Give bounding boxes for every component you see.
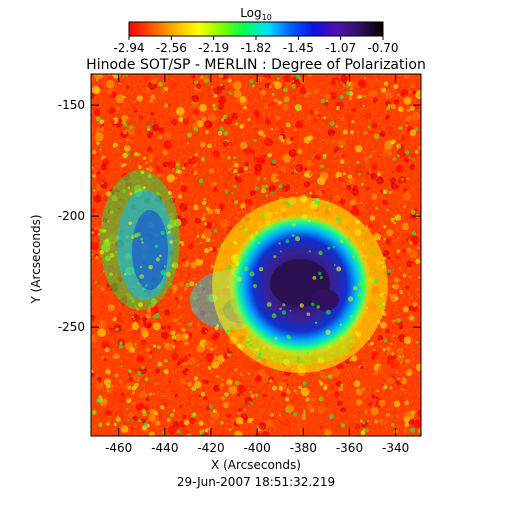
sunspot (212, 197, 388, 373)
x-tick-label: -460 (105, 441, 132, 455)
x-tick-label: -380 (290, 441, 317, 455)
y-tick-label: -200 (58, 209, 85, 223)
colorbar-tick-labels: -2.94 -2.56 -2.19 -1.82 -1.45 -1.07 -0.70 (113, 41, 398, 55)
map-speckle (91, 74, 421, 436)
colorbar-tick-label: -1.07 (325, 41, 356, 55)
colorbar-gradient (128, 21, 384, 37)
y-tick-label: -150 (58, 98, 85, 112)
x-tick-label: -360 (336, 441, 363, 455)
x-tick-label: -340 (382, 441, 409, 455)
y-axis: -150 -200 -250 (58, 98, 421, 334)
x-tick-label: -400 (244, 441, 271, 455)
colorbar-ticks (128, 36, 384, 40)
colorbar-tick-label: -2.56 (156, 41, 187, 55)
x-axis-label: X (Arcseconds) (211, 458, 301, 472)
x-axis: -460 -440 -420 -400 -380 -360 -340 (105, 74, 409, 455)
y-tick-label: -250 (58, 320, 85, 334)
colorbar-tick-label: -1.45 (283, 41, 314, 55)
colorbar-label: Log10 (240, 6, 272, 22)
map-frame (90, 73, 422, 437)
colorbar-tick-label: -2.19 (198, 41, 229, 55)
y-axis-label: Y (Arcseconds) (29, 214, 43, 304)
x-tick-label: -420 (197, 441, 224, 455)
colorbar-tick-label: -0.70 (367, 41, 398, 55)
timestamp: 29-Jun-2007 18:51:32.219 (177, 475, 335, 489)
polarization-map (91, 74, 421, 436)
colorbar: Log10 -2.94 -2.56 -2.19 -1.82 -1.45 -1.07 -0.7… (113, 6, 398, 55)
plot-title: Hinode SOT/SP - MERLIN : Degree of Polar… (86, 57, 426, 73)
colorbar-tick-label: -2.94 (113, 41, 144, 55)
x-tick-label: -440 (151, 441, 178, 455)
colorbar-tick-label: -1.82 (240, 41, 271, 55)
